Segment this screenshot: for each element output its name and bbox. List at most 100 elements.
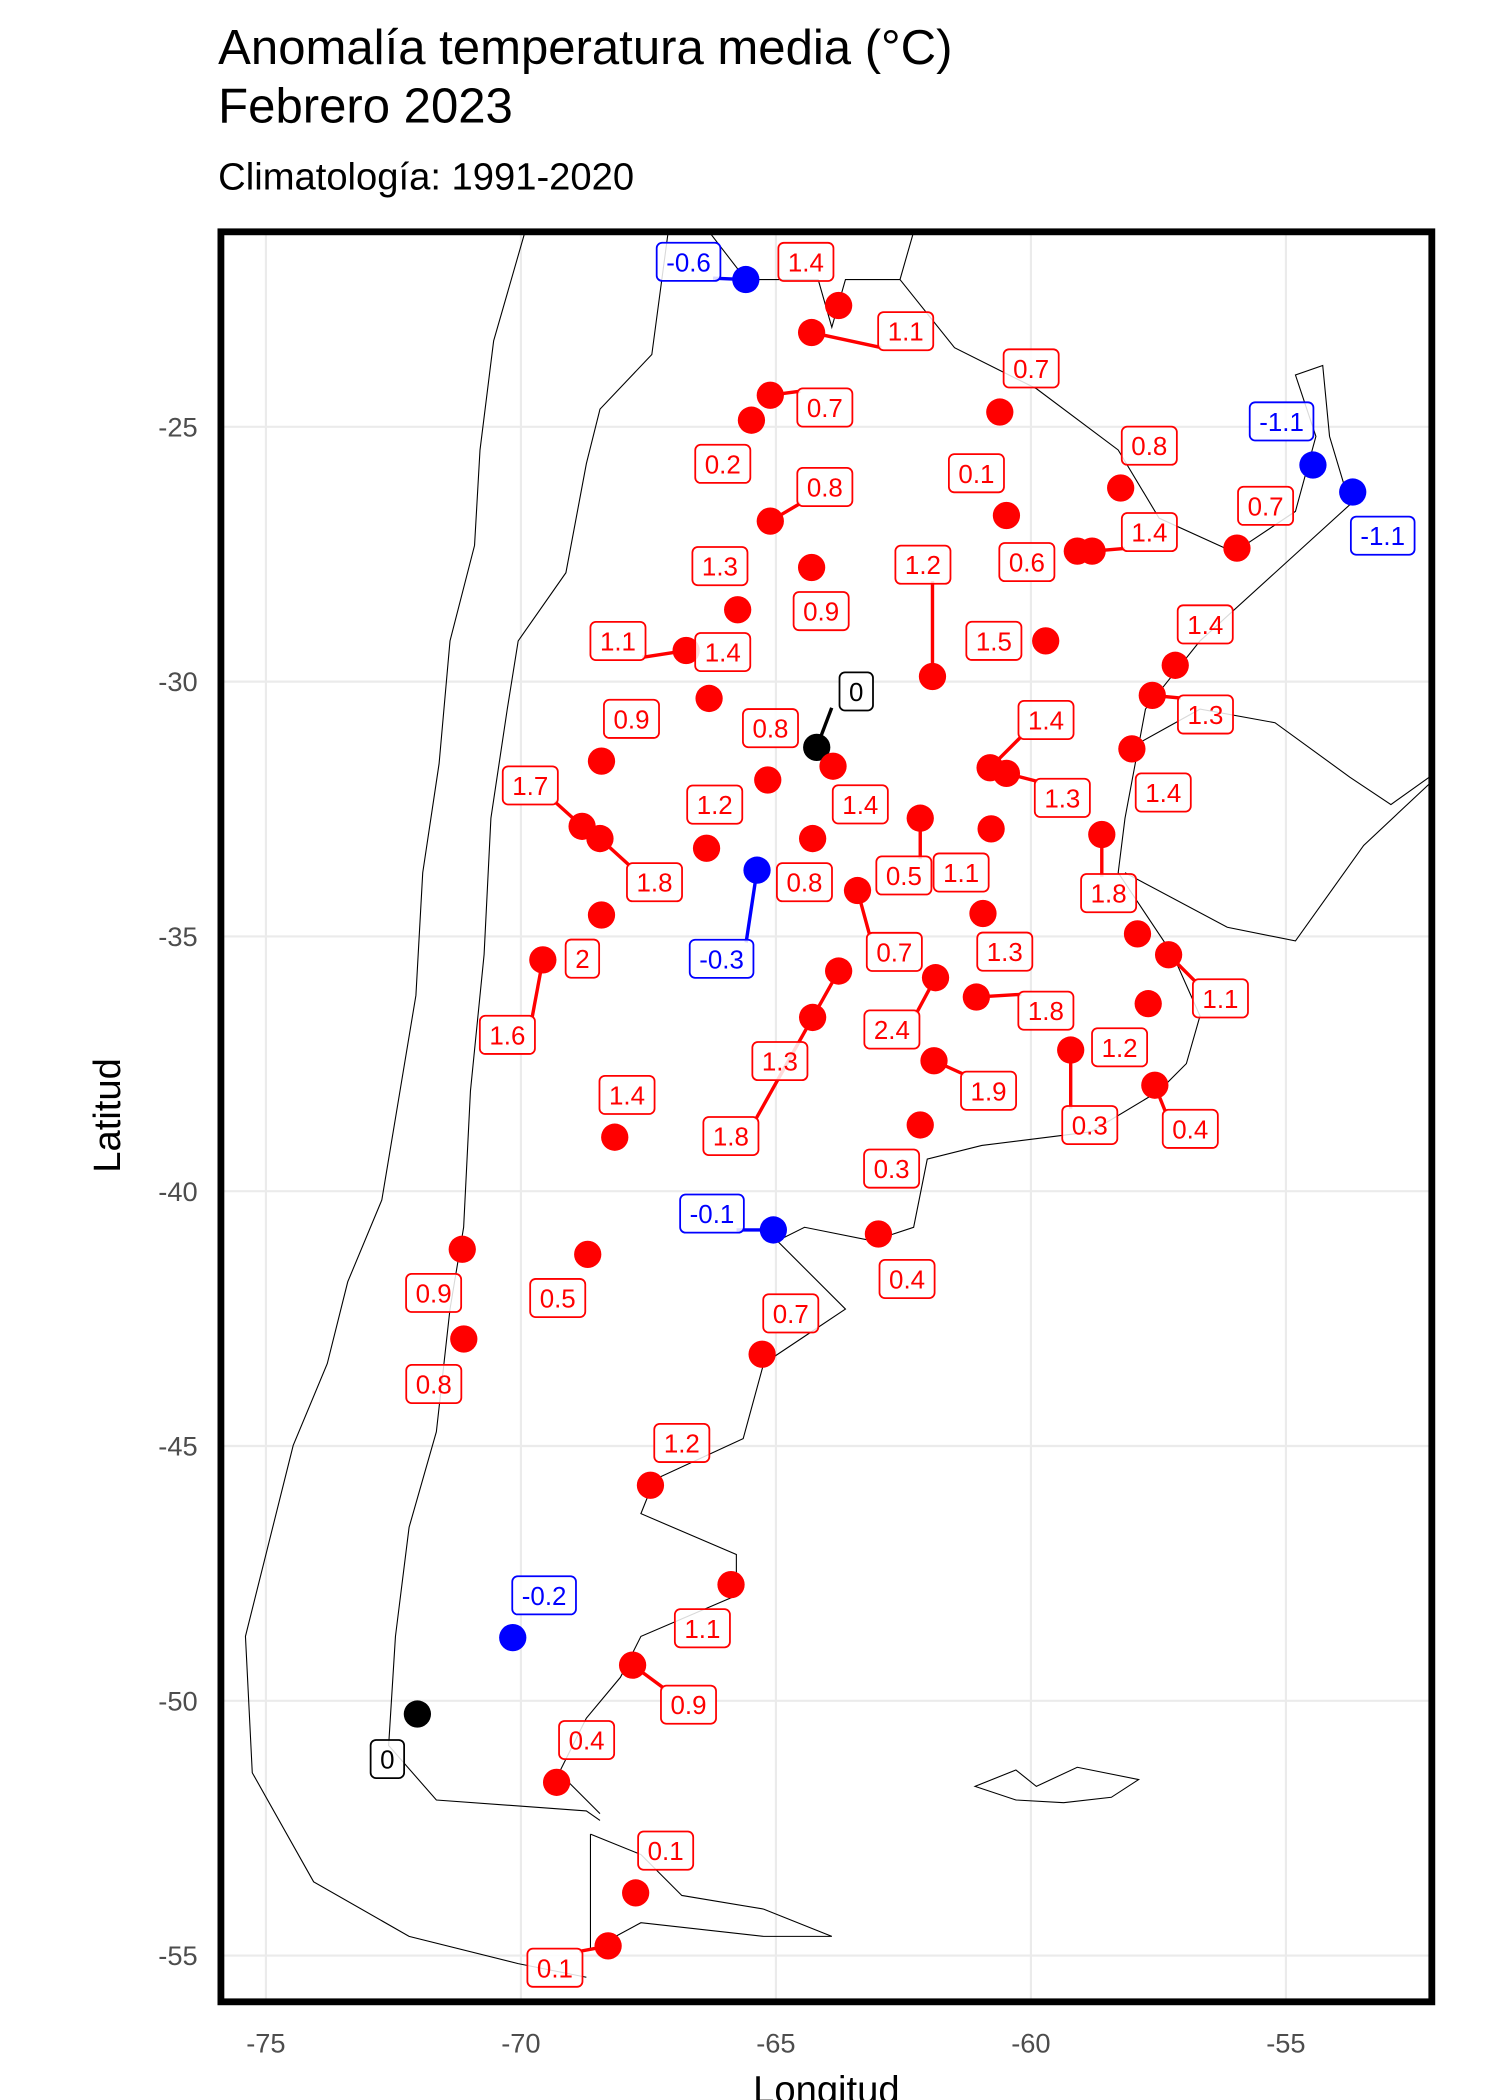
station-label-text: 1.8 [713,1124,749,1152]
station-point [920,1047,948,1075]
station-label: -0.1 [679,1193,745,1234]
station-label-box [686,784,744,825]
station-label: 0.4 [878,1259,936,1299]
station-label-box [932,852,990,893]
chart-subtitle: Climatología: 1991-2020 [218,156,634,199]
station-label-box [831,784,889,825]
station-label-box [529,1278,587,1319]
station-point [918,662,947,691]
station-point [803,733,831,761]
station-label-text: 0.8 [786,870,822,898]
station-label-box [558,1720,616,1761]
station-label-text: 0.3 [874,1156,910,1184]
y-tick-label: -40 [158,1176,197,1207]
station-label-box [655,241,722,282]
station-point [529,946,557,974]
station-label: 0.3 [1061,1105,1119,1146]
station-label-box [637,1830,695,1871]
station-label-box [863,1148,921,1189]
station-point [618,1651,647,1679]
station-label-text: 1.4 [1131,520,1167,548]
station-label-box [947,453,1005,494]
station-label-box [511,1575,577,1616]
station-point [743,856,771,884]
station-label-box [369,1739,406,1780]
station-label-box [660,1684,717,1725]
station-label-text: 1.8 [1091,881,1127,909]
station-label-text: 0.1 [958,461,994,489]
malvinas-islands [973,1766,1141,1804]
station-point [587,901,616,929]
station-point [1078,537,1106,565]
station-label-box [796,387,854,428]
chart-title: Anomalía temperatura media (°C) [218,21,952,75]
station-label-text: 0.9 [671,1692,707,1720]
station-label: 0.9 [792,591,850,632]
y-axis-title: Latitud [86,1058,129,1173]
station-label-text: 1.1 [1202,986,1238,1014]
station-label-text: -0.6 [666,249,711,277]
station-label-text: -0.1 [690,1201,735,1229]
chart-title-line2: Febrero 2023 [218,80,513,134]
station-point [977,815,1005,843]
y-tick-label: -30 [158,666,197,697]
station-label: 1.4 [1134,772,1192,813]
station-point [542,1768,571,1796]
station-label-text: -1.1 [1259,409,1304,437]
station-label: 1.1 [673,1608,731,1649]
station-label-box [702,1116,760,1157]
station-label-box [478,1014,536,1055]
station-label-text: 1.3 [762,1049,798,1077]
station-labels: -0.6 1.4 1.1 0.7 0.2 0.7 0.8 0.1 0.9 1.3 1.1 1.4 0.9… [369,241,1416,1988]
station-label-text: 2 [575,946,589,974]
station-label-text: 0.1 [648,1838,684,1866]
station-label-box [751,1041,809,1082]
station-label: 0.4 [1161,1108,1219,1149]
station-label-text: 0.8 [1131,433,1167,461]
station-label: 1.9 [960,1070,1017,1111]
station-point [756,381,784,409]
station-label-box [776,862,833,903]
station-point [403,1700,432,1728]
station-point [601,1123,629,1151]
station-label: 1.2 [894,544,952,585]
station-label: -0.3 [688,938,755,979]
station-label-box [838,671,874,712]
station-label-box [526,1947,584,1988]
station-point [986,398,1014,426]
station-label-box [878,1259,936,1299]
station-label: 1.4 [1017,700,1075,740]
station-label: 0.9 [660,1684,717,1725]
station-point [798,824,827,853]
station-label-text: 1.7 [512,773,548,801]
x-axis-title: Longitud [753,2069,899,2100]
station-label-text: 1.2 [905,552,941,580]
station-label-box [1349,515,1416,556]
station-label: 1.2 [1091,1027,1149,1068]
station-point [992,501,1021,530]
station-label-box [742,708,799,749]
station-point [1299,451,1327,479]
station-label-text: 0.8 [807,475,843,503]
station-label-text: 1.5 [976,628,1012,656]
station-point [825,957,853,985]
station-point [1154,941,1183,969]
station-label-text: 1.2 [697,792,733,820]
station-label-box [653,1422,711,1463]
station-label-text: 1.4 [842,792,878,820]
station-point [594,1932,622,1960]
station-label: 1.2 [653,1422,711,1463]
station-label-text: 0.4 [889,1267,925,1295]
station-label-box [1120,425,1178,466]
x-tick-label: -55 [1266,2027,1305,2058]
station-label-box [875,855,933,896]
station-label: 1.7 [501,765,559,806]
station-label-text: 0.9 [803,599,839,627]
station-label-box [405,1272,463,1313]
station-label-box [626,862,683,903]
station-label: -1.1 [1349,515,1416,556]
station-point [969,899,997,928]
station-label-box [998,542,1056,583]
station-point [825,291,853,320]
station-label-text: 1.2 [664,1431,700,1459]
